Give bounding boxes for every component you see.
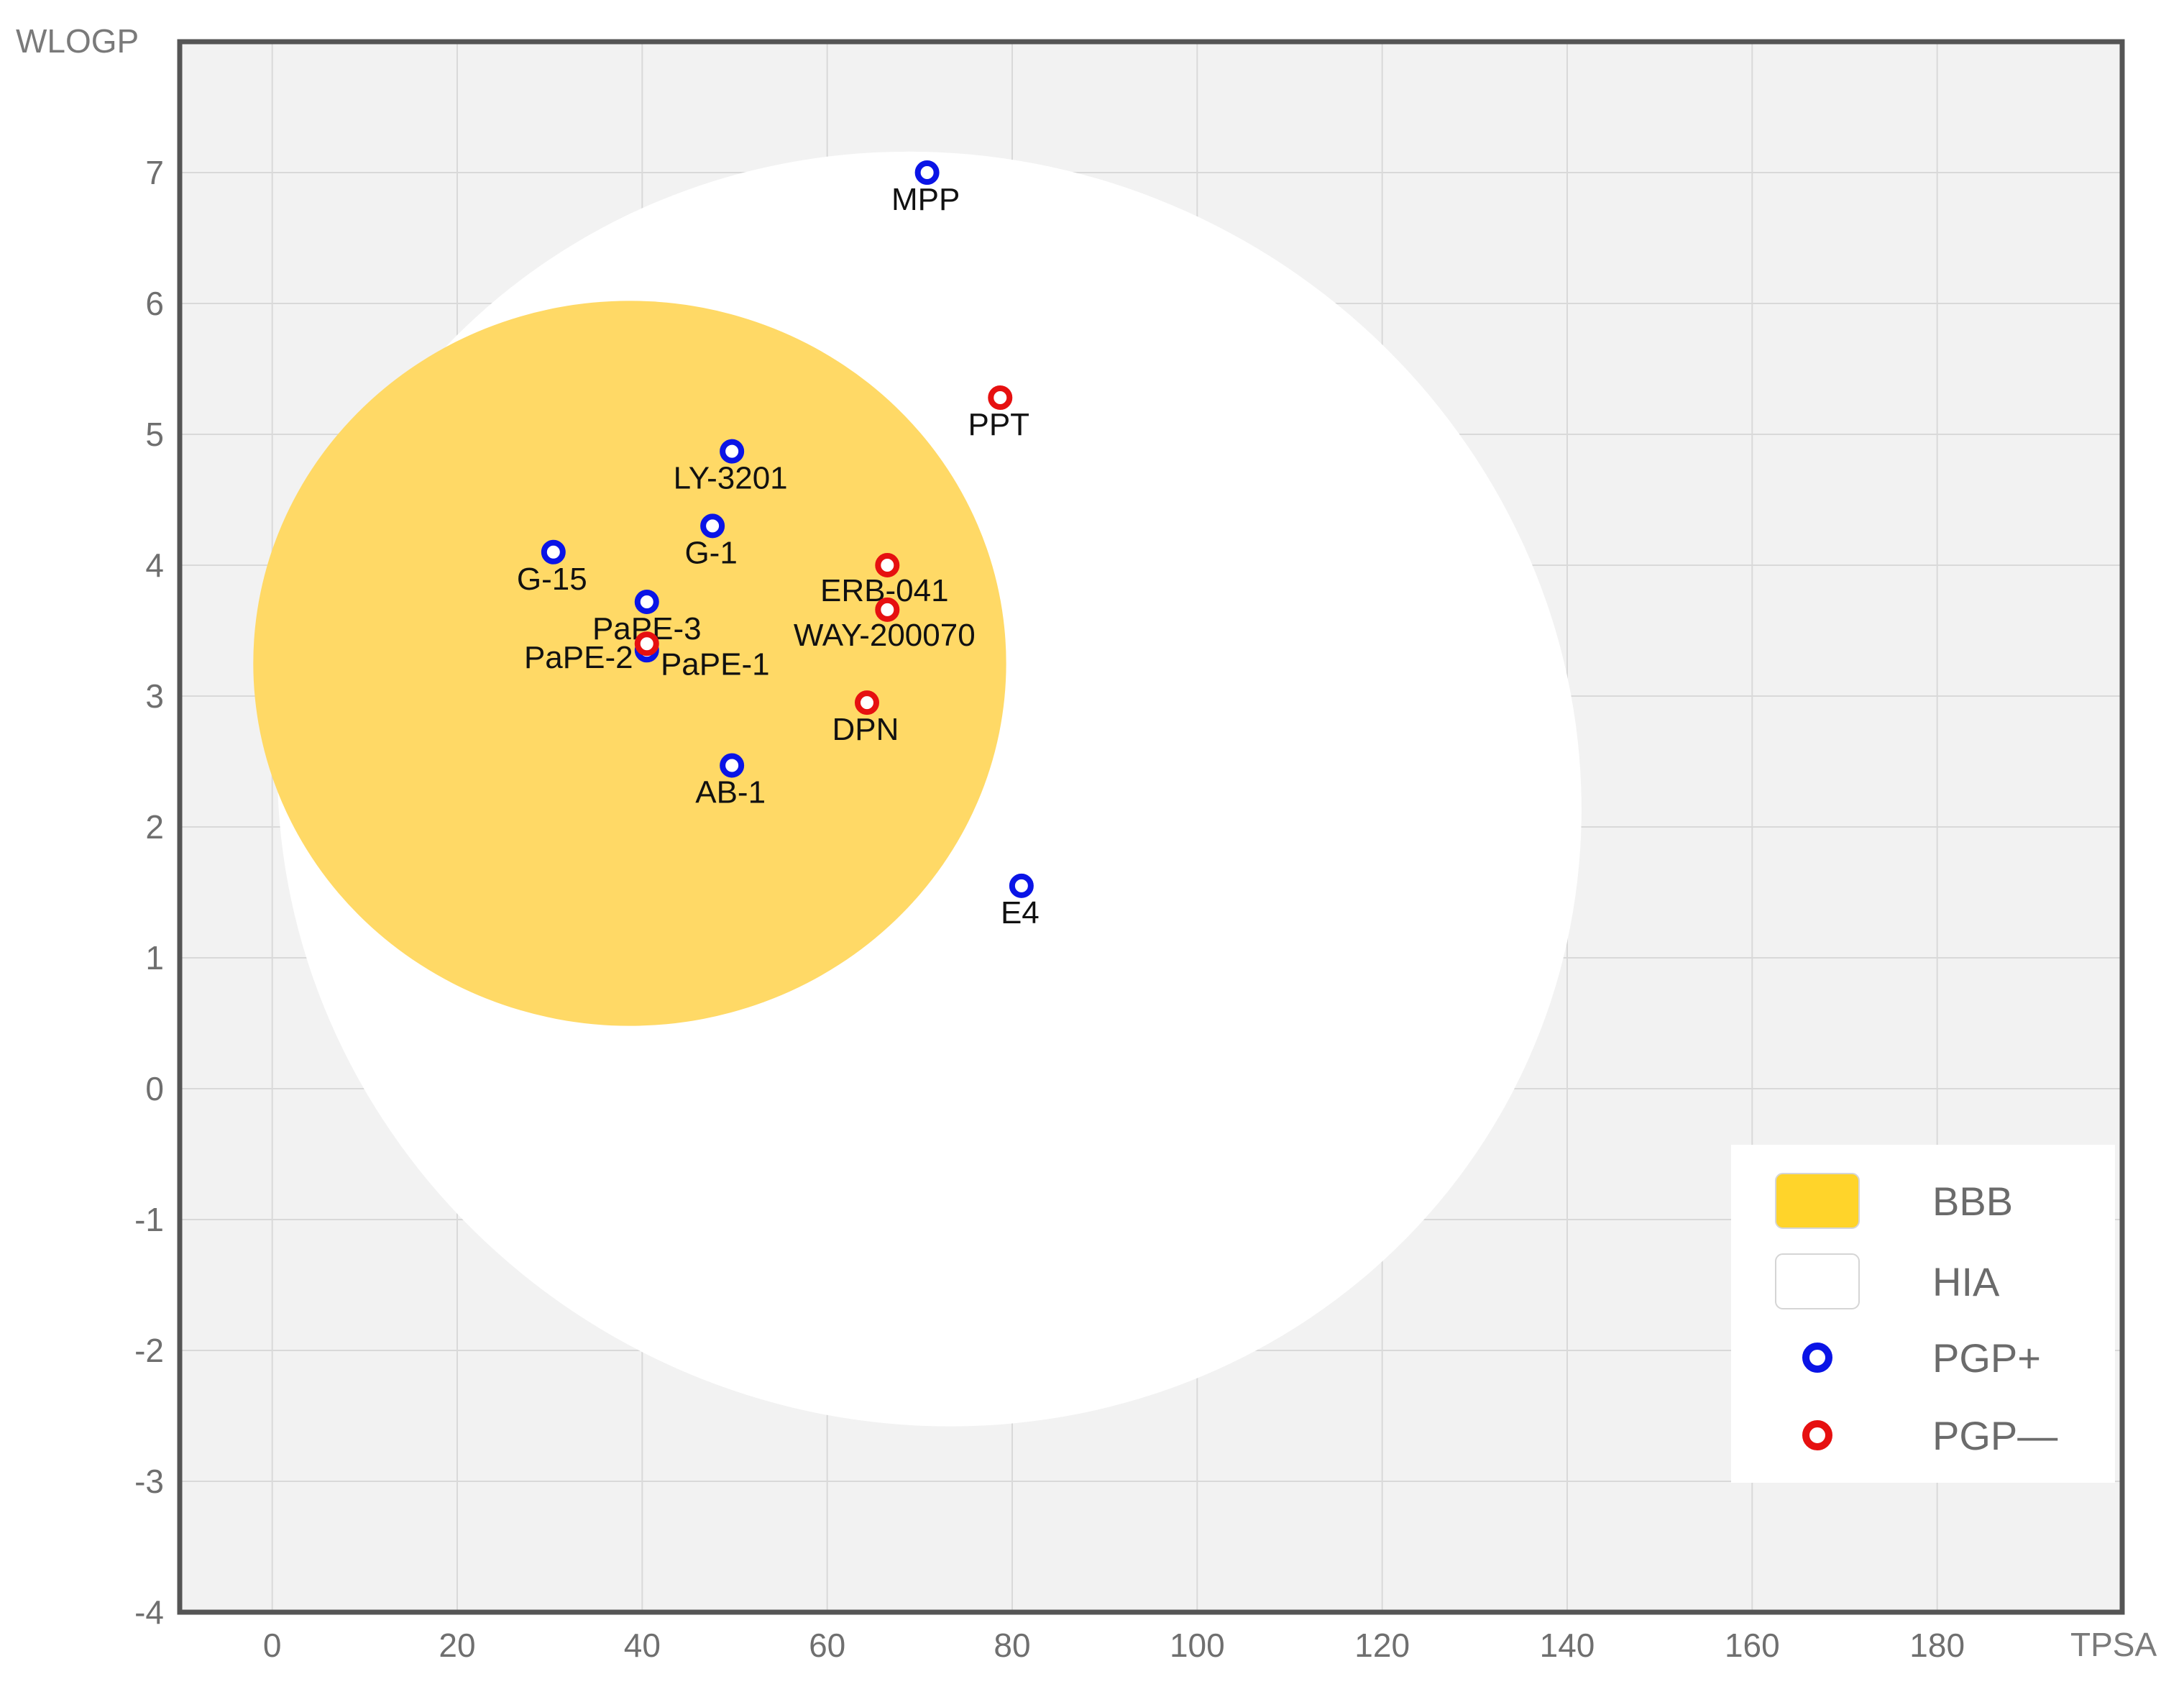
data-point-ly-3201[interactable] <box>720 439 745 464</box>
y-tick-label: 4 <box>145 547 164 584</box>
data-point-mpp[interactable] <box>914 160 940 185</box>
point-label-pape-2: PaPE-2 <box>524 640 633 675</box>
bbb-region <box>253 301 1006 1026</box>
plot-frame <box>177 39 2125 1615</box>
y-tick-label: 0 <box>145 1070 164 1107</box>
x-axis-title: TPSA <box>2070 1626 2157 1663</box>
y-tick-label: 1 <box>145 939 164 977</box>
legend-marker-pgp-plus <box>1802 1343 1832 1373</box>
y-tick-label: 2 <box>145 808 164 846</box>
x-tick-label: 80 <box>994 1627 1030 1664</box>
x-tick-label: 60 <box>809 1627 845 1664</box>
legend-swatch-hia <box>1775 1253 1860 1309</box>
legend-label: PGP+ <box>1932 1335 2041 1381</box>
data-point-ppt[interactable] <box>988 385 1013 411</box>
point-label-e4: E4 <box>1001 895 1040 930</box>
point-label-ly-3201: LY-3201 <box>674 461 788 496</box>
data-point-way-200070[interactable] <box>875 597 900 622</box>
y-tick-label: 5 <box>145 416 164 453</box>
point-label-way-200070: WAY-200070 <box>794 618 976 653</box>
y-axis-title: WLOGP <box>16 22 139 60</box>
data-point-ab-1[interactable] <box>720 753 745 778</box>
legend-marker-pgp-minus <box>1802 1420 1832 1450</box>
x-tick-label: 160 <box>1725 1627 1780 1664</box>
y-tick-label: -3 <box>134 1463 164 1500</box>
point-label-ppt: PPT <box>968 407 1029 442</box>
y-tick-label: 3 <box>145 677 164 715</box>
x-tick-label: 180 <box>1909 1627 1965 1664</box>
legend-label: PGP— <box>1932 1413 2057 1458</box>
y-tick-label: -2 <box>134 1332 164 1369</box>
legend-swatch-bbb <box>1775 1173 1860 1229</box>
data-point-dpn[interactable] <box>854 690 879 715</box>
data-point-g-1[interactable] <box>700 513 725 539</box>
x-tick-label: 0 <box>263 1627 282 1664</box>
x-tick-label: 100 <box>1170 1627 1225 1664</box>
data-point-erb-041[interactable] <box>875 553 900 577</box>
point-label-g-1: G-1 <box>684 535 737 570</box>
data-point-pape-3[interactable] <box>634 589 659 614</box>
x-tick-label: 20 <box>439 1627 475 1664</box>
x-tick-label: 120 <box>1354 1627 1410 1664</box>
y-tick-label: -4 <box>134 1593 164 1631</box>
x-tick-label: 140 <box>1540 1627 1595 1664</box>
x-tick-label: 40 <box>624 1627 661 1664</box>
data-point-g-15[interactable] <box>541 539 566 564</box>
legend-label: BBB <box>1932 1179 2013 1224</box>
y-tick-label: 6 <box>145 285 164 322</box>
point-label-pape-1: PaPE-1 <box>661 646 770 682</box>
legend-label: HIA <box>1932 1259 2000 1304</box>
point-label-ab-1: AB-1 <box>695 774 766 810</box>
y-tick-label: -1 <box>134 1201 164 1238</box>
y-tick-label: 7 <box>145 154 164 191</box>
data-point-pape-2[interactable] <box>634 631 659 657</box>
data-point-e4[interactable] <box>1009 873 1034 898</box>
point-label-mpp: MPP <box>891 182 960 217</box>
point-label-dpn: DPN <box>832 712 899 747</box>
point-label-g-15: G-15 <box>517 562 587 597</box>
